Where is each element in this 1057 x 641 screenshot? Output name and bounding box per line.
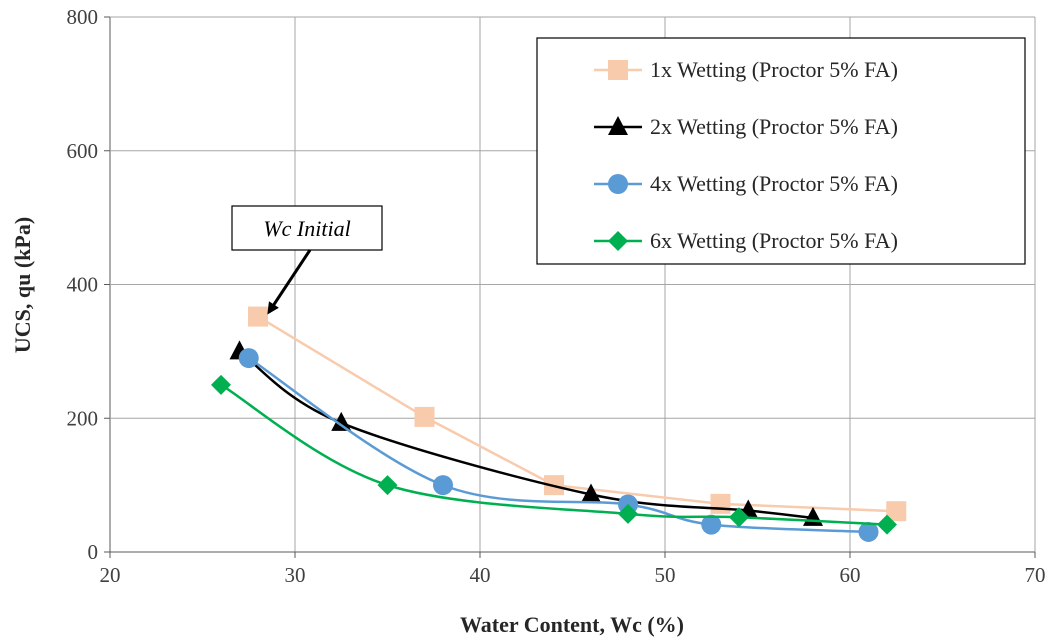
y-tick-label: 400 bbox=[67, 273, 99, 297]
legend-marker bbox=[608, 116, 628, 135]
data-point bbox=[331, 411, 352, 431]
legend-label: 1x Wetting (Proctor 5% FA) bbox=[650, 57, 898, 82]
y-tick-label: 200 bbox=[67, 406, 99, 430]
annotation-text: Wc Initial bbox=[263, 216, 350, 241]
legend-label: 2x Wetting (Proctor 5% FA) bbox=[650, 114, 898, 139]
y-tick-label: 800 bbox=[67, 5, 99, 29]
legend: 1x Wetting (Proctor 5% FA) 2x Wetting (Pr… bbox=[536, 37, 1026, 265]
legend-marker bbox=[608, 174, 628, 194]
gridlines bbox=[104, 16, 1036, 558]
x-tick-label: 30 bbox=[285, 563, 306, 587]
x-axis-title: Water Content, Wc (%) bbox=[460, 612, 684, 637]
y-tick-label: 0 bbox=[88, 540, 99, 564]
data-point bbox=[886, 501, 907, 522]
data-series bbox=[211, 306, 907, 542]
series-line bbox=[220, 383, 888, 526]
data-point bbox=[248, 306, 268, 327]
legend-entry: 2x Wetting (Proctor 5% FA) bbox=[594, 114, 898, 139]
data-point bbox=[211, 374, 231, 395]
legend-marker bbox=[608, 60, 628, 80]
x-tick-label: 40 bbox=[470, 563, 491, 587]
data-point bbox=[414, 406, 435, 427]
wc-initial-annotation: Wc Initial bbox=[231, 205, 383, 315]
data-point bbox=[877, 514, 897, 535]
tick-labels: 20 30 40 50 60 70 0 200 400 600 800 bbox=[67, 5, 1046, 587]
y-tick-label: 600 bbox=[67, 139, 99, 163]
data-point bbox=[729, 507, 749, 528]
legend-entry: 6x Wetting (Proctor 5% FA) bbox=[594, 228, 898, 253]
x-tick-label: 50 bbox=[655, 563, 676, 587]
x-tick-label: 20 bbox=[100, 563, 121, 587]
data-point bbox=[581, 483, 601, 503]
legend-marker bbox=[608, 231, 628, 251]
annotation-box bbox=[231, 205, 383, 251]
legend-entry: 4x Wetting (Proctor 5% FA) bbox=[594, 171, 898, 196]
data-point bbox=[433, 475, 453, 496]
data-point bbox=[238, 348, 259, 369]
x-tick-label: 70 bbox=[1025, 563, 1046, 587]
legend-entry: 1x Wetting (Proctor 5% FA) bbox=[594, 57, 898, 82]
data-point bbox=[710, 493, 731, 514]
series-4 bbox=[211, 374, 897, 535]
annotation-arrow bbox=[267, 249, 312, 315]
data-point bbox=[858, 521, 879, 542]
x-tick-label: 60 bbox=[840, 563, 861, 587]
series-line bbox=[248, 357, 869, 534]
data-point bbox=[618, 503, 638, 524]
data-point bbox=[701, 514, 722, 535]
legend-label: 6x Wetting (Proctor 5% FA) bbox=[650, 228, 898, 253]
y-axis-title: UCS, qu (kPa) bbox=[10, 217, 35, 353]
legend-label: 4x Wetting (Proctor 5% FA) bbox=[650, 171, 898, 196]
data-point bbox=[377, 475, 398, 496]
